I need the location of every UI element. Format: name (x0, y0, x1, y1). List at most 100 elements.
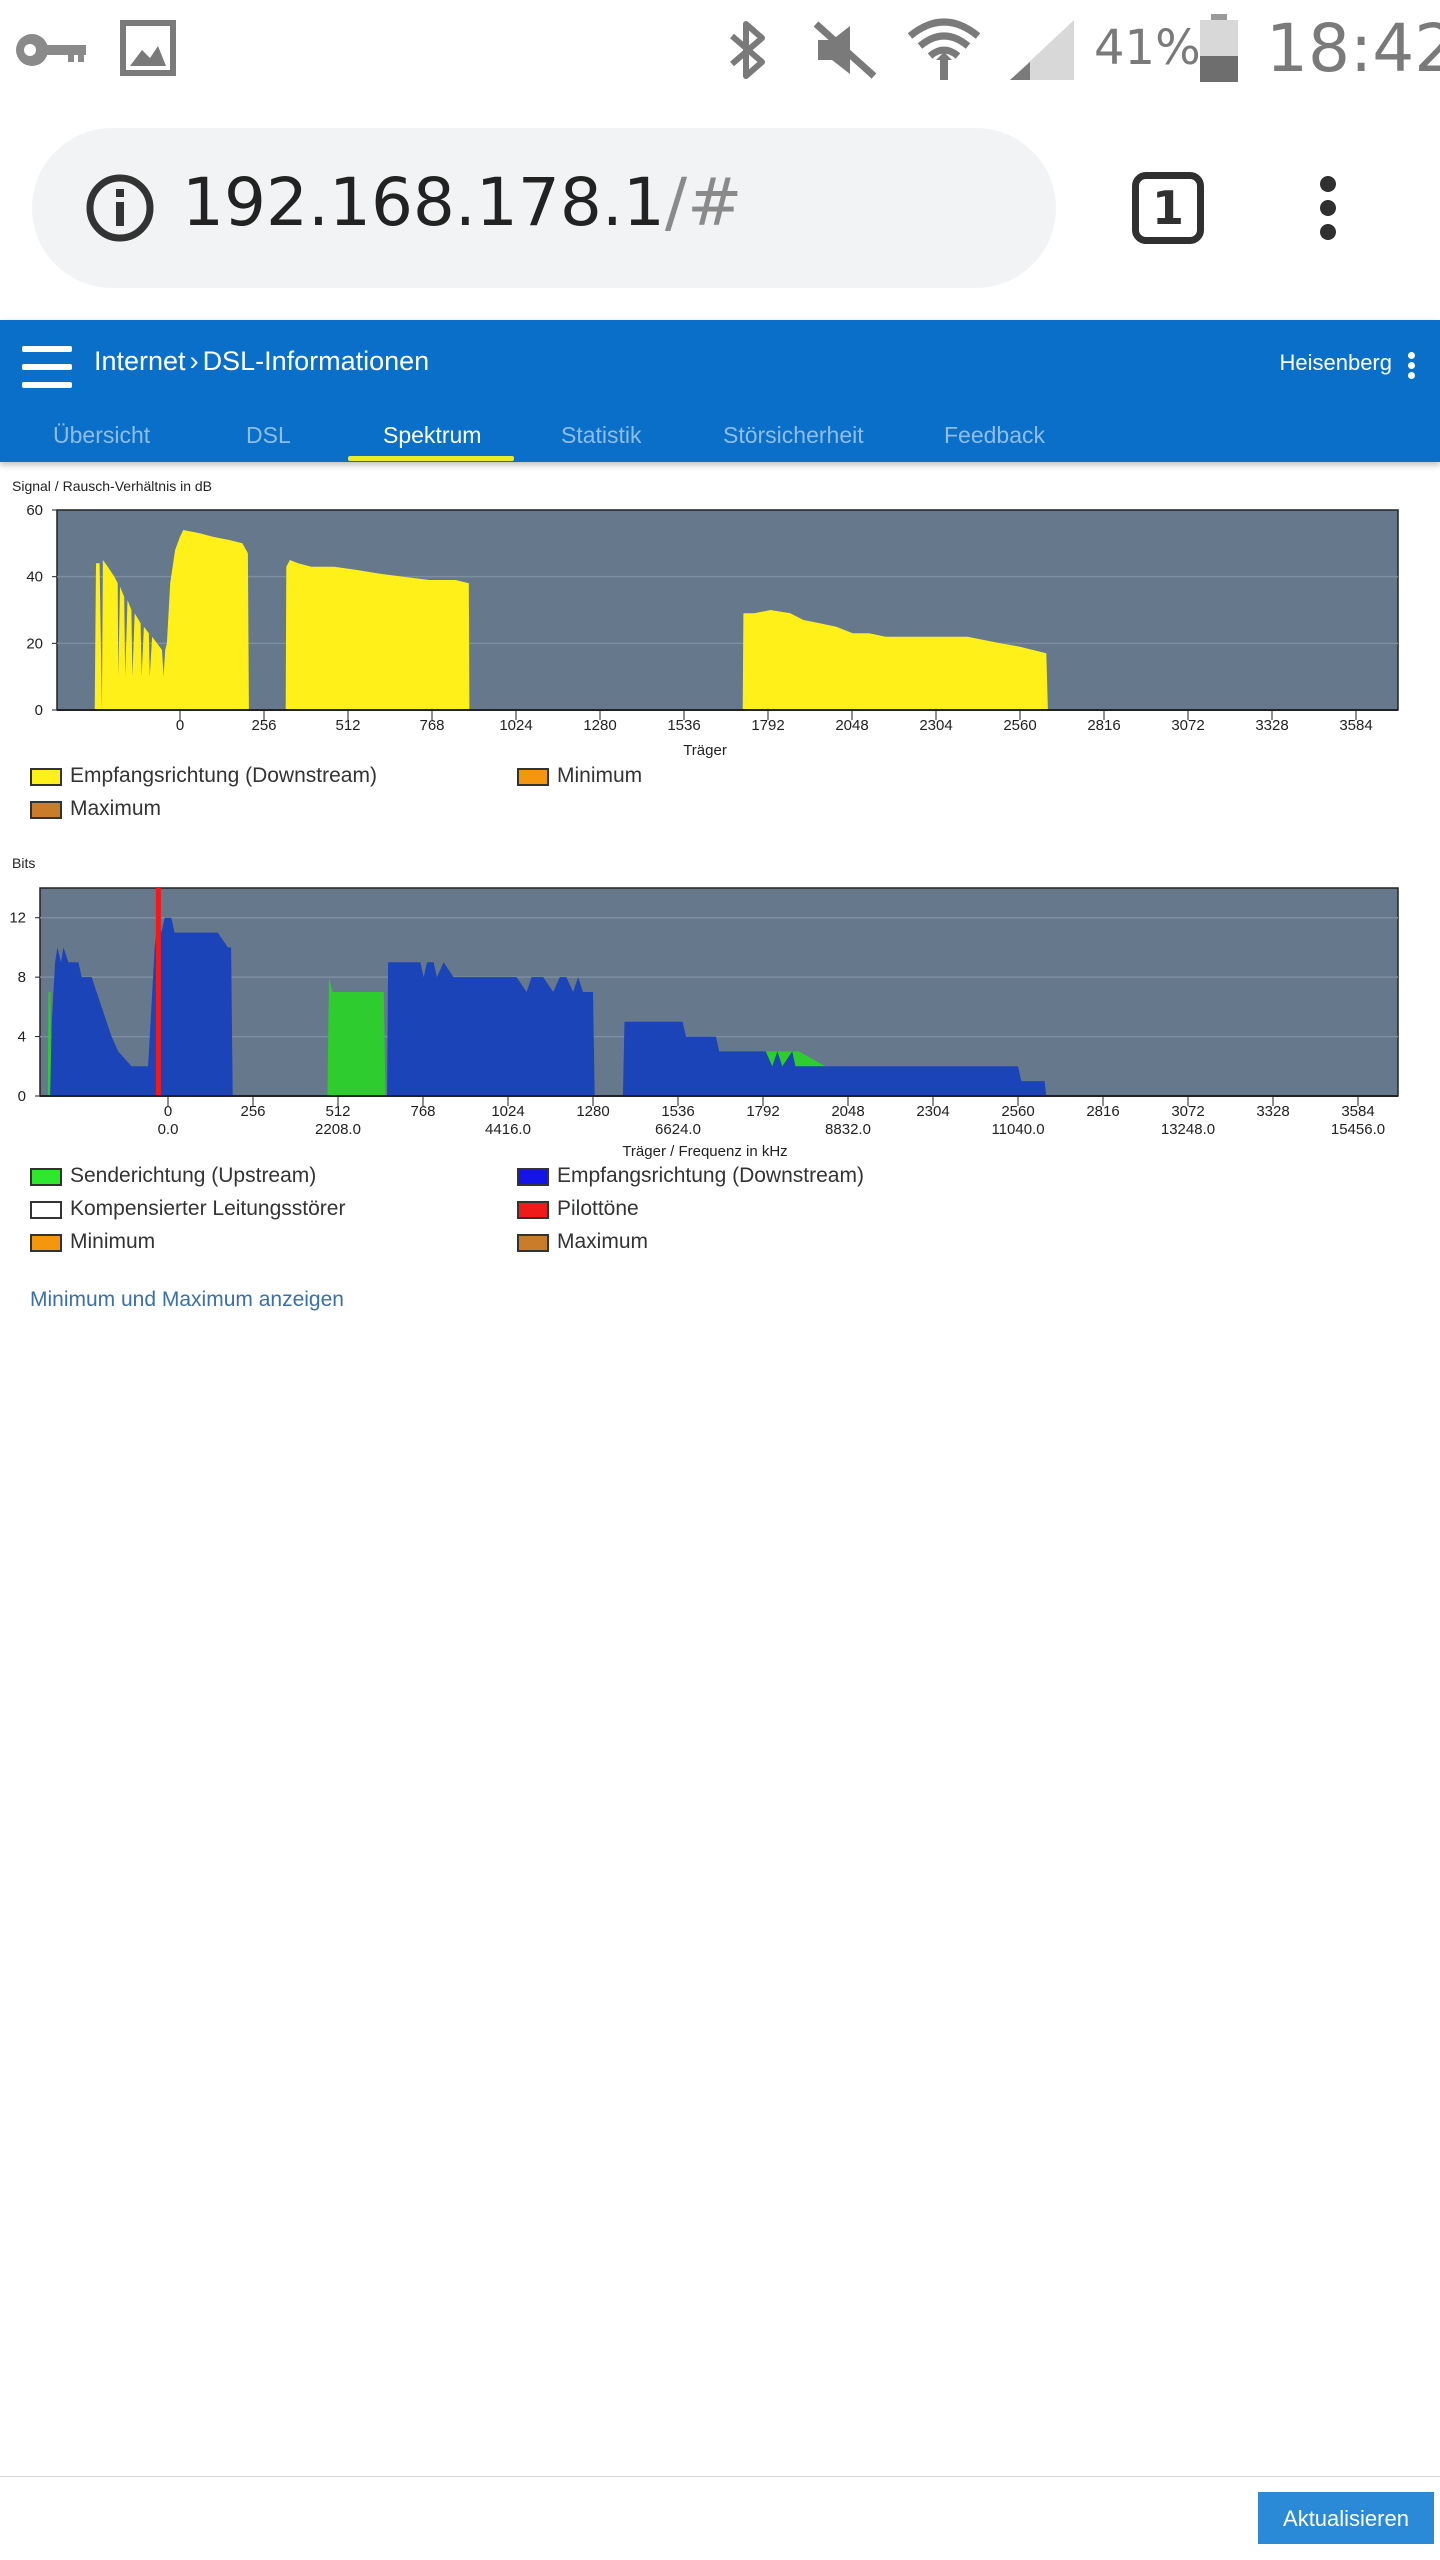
tab-statistik[interactable]: Statistik (561, 422, 642, 448)
show-minmax-link[interactable]: Minimum und Maximum anzeigen (30, 1288, 344, 1311)
x-tick-label: 2816 (1086, 1103, 1119, 1120)
battery-percent: 41% (1094, 20, 1201, 76)
footer-divider (0, 2476, 1440, 2477)
app-header: Internet › DSL-Informationen Heisenberg Üb… (0, 320, 1440, 462)
mute-icon (813, 21, 877, 79)
x-tick-label: 2048 (831, 1103, 864, 1120)
bits-chart: 0 4 8 12 0 256 512 768 1024 1280 1536 1792 2048 2304 2… (9, 887, 1399, 1160)
menu-icon[interactable] (22, 346, 72, 388)
x-tick-label: 3072 (1171, 1103, 1204, 1120)
active-tab-indicator (348, 456, 514, 461)
x-tick-label: 0 (164, 1103, 172, 1120)
tab-dsl[interactable]: DSL (246, 422, 291, 448)
x-tick-label: 1536 (667, 717, 700, 734)
url-text[interactable]: 192.168.178.1/# (182, 164, 742, 241)
x-tick-label: 2816 (1087, 717, 1120, 734)
x-axis-label: Träger / Frequenz in kHz (622, 1143, 787, 1160)
url-path: /# (664, 164, 743, 241)
tab-uebersicht[interactable]: Übersicht (53, 422, 151, 448)
legend-swatch-maximum (517, 1234, 549, 1252)
y-tick-label: 0 (35, 702, 43, 719)
bits-legend: Senderichtung (Upstream) Empfangsrichtun… (30, 1164, 1430, 1264)
signal-icon (1010, 20, 1074, 80)
legend-label: Maximum (70, 797, 162, 820)
battery-icon (1200, 14, 1238, 82)
x-tick-label: 768 (410, 1103, 435, 1120)
x-tick-label: 2560 (1001, 1103, 1034, 1120)
frequency-tick-label: 11040.0 (991, 1121, 1044, 1138)
breadcrumb-parent[interactable]: Internet (94, 346, 186, 376)
x-tick-label: 1280 (583, 717, 616, 734)
bits-chart-title: Bits (12, 855, 36, 871)
frequency-tick-label: 6624.0 (655, 1121, 701, 1138)
upstream-area (47, 992, 52, 1096)
frequency-tick-label: 4416.0 (485, 1121, 531, 1138)
legend-label: Minimum (70, 1230, 156, 1253)
legend-label: Kompensierter Leitungsstörer (70, 1197, 346, 1220)
x-tick-label: 2048 (835, 717, 868, 734)
info-icon[interactable] (84, 172, 156, 244)
frequency-tick-label: 13248.0 (1161, 1121, 1215, 1138)
y-tick-label: 4 (18, 1029, 26, 1046)
legend-swatch-upstream (30, 1168, 62, 1186)
y-tick-label: 20 (26, 635, 43, 652)
address-bar[interactable]: 192.168.178.1/# (32, 128, 1056, 288)
x-tick-label: 1024 (491, 1103, 524, 1120)
y-tick-label: 12 (9, 910, 26, 927)
clock: 18:42 (1266, 10, 1440, 87)
key-icon (16, 34, 86, 66)
x-tick-label: 512 (335, 717, 360, 734)
tab-switcher-button[interactable]: 1 (1132, 172, 1204, 244)
x-tick-label: 256 (251, 717, 276, 734)
status-bar: 41% 18:42 (0, 0, 1440, 100)
y-tick-label: 0 (18, 1088, 26, 1105)
x-tick-label: 3328 (1256, 1103, 1289, 1120)
user-name[interactable]: Heisenberg (1279, 350, 1392, 375)
plot-area (56, 509, 1399, 711)
x-tick-label: 512 (325, 1103, 350, 1120)
x-tick-label: 256 (240, 1103, 265, 1120)
bluetooth-icon (730, 21, 765, 79)
tab-feedback[interactable]: Feedback (944, 422, 1046, 448)
legend-swatch-maximum (30, 801, 62, 819)
wifi-icon (907, 18, 981, 80)
x-tick-label: 1024 (499, 717, 532, 734)
snr-legend: Empfangsrichtung (Downstream) Minimum Ma… (30, 764, 1430, 826)
browser-menu-icon[interactable] (1312, 172, 1344, 244)
x-tick-label: 2304 (919, 717, 952, 734)
refresh-button[interactable]: Aktualisieren (1258, 2492, 1434, 2544)
frequency-tick-label: 2208.0 (315, 1121, 361, 1138)
legend-swatch-downstream (517, 1168, 549, 1186)
chevron-right-icon: › (189, 346, 199, 376)
frequency-tick-label: 8832.0 (825, 1121, 871, 1138)
x-tick-label: 1280 (576, 1103, 609, 1120)
x-tick-label: 3584 (1341, 1103, 1374, 1120)
url-host: 192.168.178.1 (182, 164, 665, 241)
legend-swatch-minimum (517, 768, 549, 786)
tab-spektrum[interactable]: Spektrum (383, 422, 482, 448)
legend-label: Minimum (557, 764, 643, 787)
tab-stoersicherheit[interactable]: Störsicherheit (723, 422, 864, 448)
legend-swatch-minimum (30, 1234, 62, 1252)
upstream-area (327, 977, 386, 1096)
x-tick-label: 2560 (1003, 717, 1036, 734)
legend-swatch-downstream (30, 768, 62, 786)
image-icon (120, 20, 176, 76)
snr-chart: 0 20 40 60 0 256 512 768 1024 1280 1536 1792 2048 230… (26, 502, 1399, 759)
breadcrumb-current: DSL-Informationen (202, 346, 430, 376)
legend-label: Empfangsrichtung (Downstream) (70, 764, 377, 787)
x-tick-label: 3072 (1171, 717, 1204, 734)
x-axis-label: Träger (683, 742, 727, 759)
x-tick-label: 3584 (1339, 717, 1372, 734)
y-tick-label: 60 (26, 502, 43, 519)
user-menu-icon[interactable] (1408, 352, 1416, 380)
x-tick-label: 2304 (916, 1103, 949, 1120)
legend-label: Senderichtung (Upstream) (70, 1164, 317, 1187)
y-tick-label: 8 (18, 969, 26, 986)
legend-label: Empfangsrichtung (Downstream) (557, 1164, 864, 1187)
x-tick-label: 0 (176, 717, 184, 734)
snr-chart-title: Signal / Rausch-Verhältnis in dB (12, 478, 212, 494)
x-tick-label: 1792 (746, 1103, 779, 1120)
downstream-bits-area (50, 917, 1047, 1096)
y-tick-label: 40 (26, 569, 43, 586)
